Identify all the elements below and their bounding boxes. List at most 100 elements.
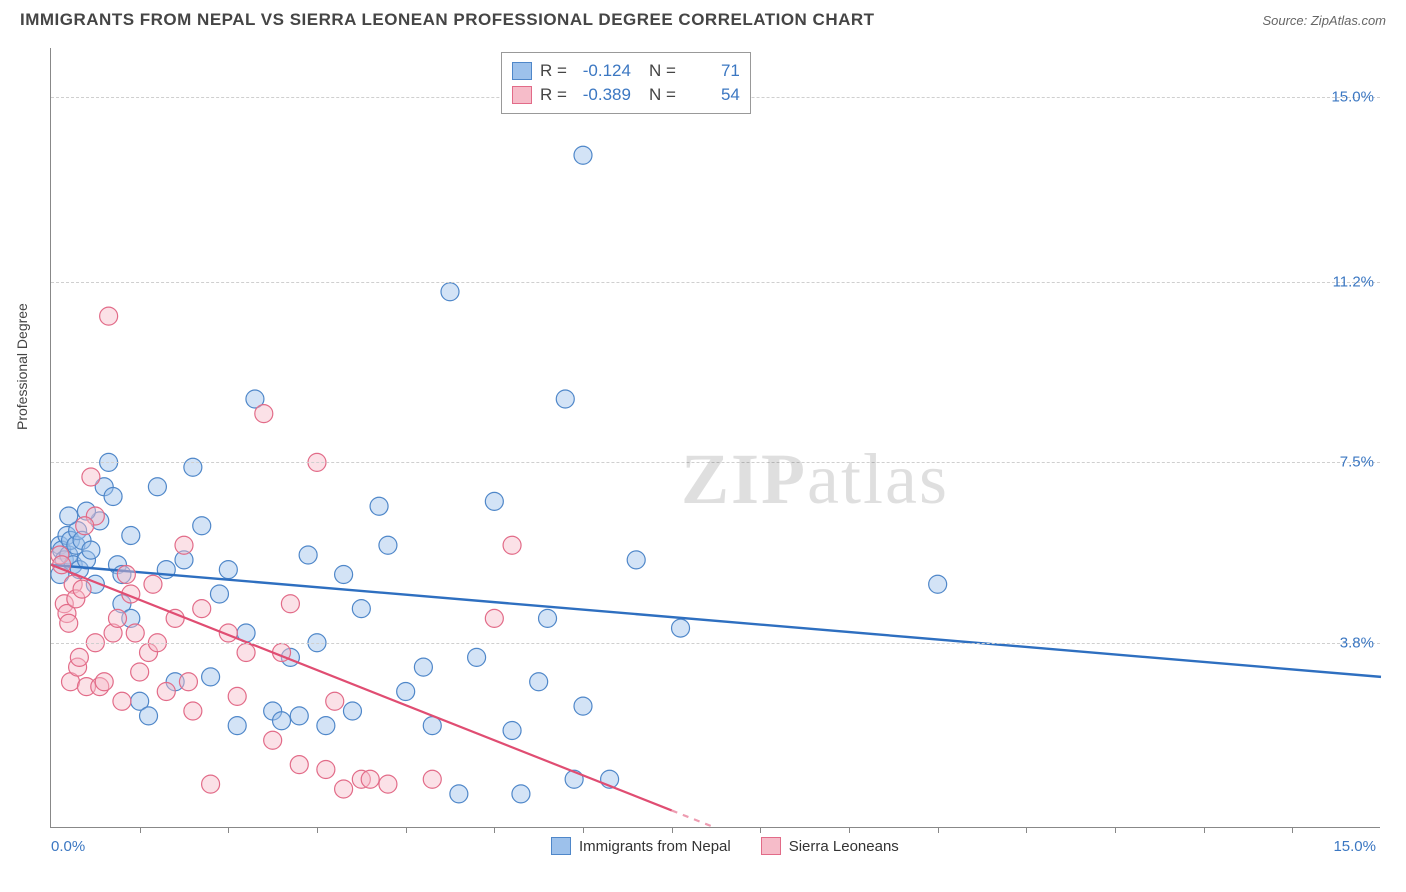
- data-point: [228, 717, 246, 735]
- data-point: [210, 585, 228, 603]
- y-tick-label: 11.2%: [1333, 274, 1374, 291]
- data-point: [179, 673, 197, 691]
- data-point: [193, 600, 211, 618]
- data-point: [95, 673, 113, 691]
- data-point: [219, 561, 237, 579]
- data-point: [117, 566, 135, 584]
- data-point: [273, 712, 291, 730]
- data-point: [414, 658, 432, 676]
- data-point: [237, 644, 255, 662]
- data-point: [202, 775, 220, 793]
- data-point: [450, 785, 468, 803]
- gridline: [51, 643, 1380, 644]
- x-tick: [317, 827, 318, 833]
- data-point: [352, 600, 370, 618]
- legend-r-value: -0.124: [575, 61, 631, 81]
- data-point: [131, 663, 149, 681]
- data-point: [503, 722, 521, 740]
- data-point: [113, 692, 131, 710]
- x-tick: [228, 827, 229, 833]
- x-tick: [406, 827, 407, 833]
- data-point: [397, 683, 415, 701]
- data-point: [539, 609, 557, 627]
- data-point: [468, 648, 486, 666]
- gridline: [51, 282, 1380, 283]
- data-point: [326, 692, 344, 710]
- data-point: [503, 536, 521, 554]
- data-point: [574, 146, 592, 164]
- y-tick-label: 3.8%: [1340, 634, 1374, 651]
- data-point: [228, 687, 246, 705]
- data-point: [290, 756, 308, 774]
- data-point: [929, 575, 947, 593]
- legend-n-value: 71: [684, 61, 740, 81]
- legend-n-label: N =: [649, 85, 676, 105]
- data-point: [100, 307, 118, 325]
- chart-title: IMMIGRANTS FROM NEPAL VS SIERRA LEONEAN …: [20, 10, 875, 30]
- data-point: [556, 390, 574, 408]
- x-axis-max-label: 15.0%: [1333, 838, 1376, 855]
- chart-plot-area: 15.0%11.2%7.5%3.8%0.0%15.0%ZIPatlasR =-0…: [50, 48, 1380, 828]
- data-point: [441, 283, 459, 301]
- x-tick: [1115, 827, 1116, 833]
- legend-label: Immigrants from Nepal: [579, 838, 731, 855]
- data-point: [512, 785, 530, 803]
- data-point: [144, 575, 162, 593]
- legend-row: R = -0.124 N = 71: [512, 59, 740, 83]
- data-point: [627, 551, 645, 569]
- data-point: [82, 468, 100, 486]
- legend-r-label: R =: [540, 85, 567, 105]
- legend-item: Immigrants from Nepal: [551, 837, 731, 855]
- data-point: [299, 546, 317, 564]
- data-point: [109, 609, 127, 627]
- legend-n-label: N =: [649, 61, 676, 81]
- legend-swatch: [512, 86, 532, 104]
- data-point: [335, 566, 353, 584]
- legend-r-value: -0.389: [575, 85, 631, 105]
- data-point: [255, 405, 273, 423]
- x-tick: [494, 827, 495, 833]
- data-point: [184, 702, 202, 720]
- data-point: [672, 619, 690, 637]
- scatter-plot-svg: [51, 48, 1380, 827]
- series-legend: Immigrants from NepalSierra Leoneans: [551, 837, 899, 855]
- data-point: [379, 775, 397, 793]
- data-point: [317, 717, 335, 735]
- x-tick: [583, 827, 584, 833]
- data-point: [148, 478, 166, 496]
- legend-swatch: [512, 62, 532, 80]
- data-point: [281, 595, 299, 613]
- correlation-legend: R =-0.124N =71R =-0.389N =54: [501, 52, 751, 114]
- data-point: [175, 536, 193, 554]
- chart-header: IMMIGRANTS FROM NEPAL VS SIERRA LEONEAN …: [0, 0, 1406, 38]
- data-point: [361, 770, 379, 788]
- x-tick: [1204, 827, 1205, 833]
- x-axis-min-label: 0.0%: [51, 838, 85, 855]
- x-tick: [672, 827, 673, 833]
- trend-line-dashed: [672, 810, 716, 828]
- data-point: [264, 731, 282, 749]
- data-point: [423, 770, 441, 788]
- y-axis-title: Professional Degree: [14, 303, 30, 430]
- data-point: [104, 488, 122, 506]
- data-point: [140, 707, 158, 725]
- x-tick: [140, 827, 141, 833]
- data-point: [122, 527, 140, 545]
- x-tick: [1292, 827, 1293, 833]
- data-point: [530, 673, 548, 691]
- data-point: [70, 648, 88, 666]
- legend-r-label: R =: [540, 61, 567, 81]
- data-point: [76, 517, 94, 535]
- legend-swatch: [761, 837, 781, 855]
- data-point: [370, 497, 388, 515]
- data-point: [343, 702, 361, 720]
- data-point: [82, 541, 100, 559]
- data-point: [335, 780, 353, 798]
- y-tick-label: 15.0%: [1331, 88, 1374, 105]
- y-tick-label: 7.5%: [1340, 454, 1374, 471]
- legend-swatch: [551, 837, 571, 855]
- data-point: [379, 536, 397, 554]
- source-attribution: Source: ZipAtlas.com: [1262, 13, 1386, 28]
- data-point: [126, 624, 144, 642]
- gridline: [51, 462, 1380, 463]
